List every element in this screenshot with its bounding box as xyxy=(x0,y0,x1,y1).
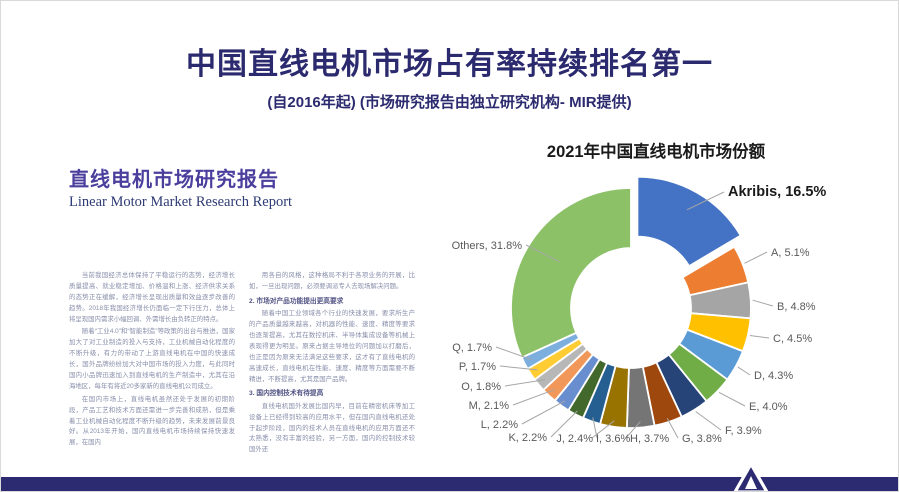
leader-line-O xyxy=(504,379,546,387)
leader-line-F xyxy=(695,411,722,431)
leader-line-J xyxy=(592,417,598,439)
pie-label-A: A, 5.1% xyxy=(771,247,810,259)
report-document-scan: 直线电机市场研究报告 Linear Motor Market Research … xyxy=(59,151,421,471)
pie-label-J: J, 2.4% xyxy=(556,433,593,445)
leader-line-C xyxy=(749,335,770,339)
leader-line-L xyxy=(521,400,566,425)
pie-label-O: O, 1.8% xyxy=(461,381,501,393)
pie-label-D: D, 4.3% xyxy=(754,370,793,382)
pie-label-M: M, 2.1% xyxy=(469,400,510,412)
leader-line-D xyxy=(737,366,751,376)
leader-line-A xyxy=(744,251,768,264)
pie-label-B: B, 4.8% xyxy=(777,301,816,313)
pie-label-H: H, 3.7% xyxy=(630,433,669,445)
pie-label-P: P, 1.7% xyxy=(459,361,496,373)
leader-line-P xyxy=(499,365,538,371)
leader-line-I xyxy=(591,420,615,439)
doc-title-zh: 直线电机市场研究报告 xyxy=(69,169,279,191)
leader-line-B xyxy=(752,299,774,307)
doc-paragraph: 随着中国工业领域各个行业的快速发展，要求所生产的产品质量越来越高，对机器的性能、… xyxy=(249,310,415,383)
chart-title: 2021年中国直线电机市场份额 xyxy=(546,143,766,161)
leader-line-K xyxy=(550,410,578,438)
doc-section-heading: 3. 国内控制技术有待提高 xyxy=(249,390,324,398)
pie-label-I: I, 3.6% xyxy=(596,433,630,445)
doc-left-column: 当前我国经济总体保持了平稳运行的态势，经济增长质量提高、就业稳定增加、价格温和上… xyxy=(69,271,235,467)
akribis-logo-icon xyxy=(733,460,769,491)
leader-line-Akribis xyxy=(686,191,725,211)
donut-chart-svg: Akribis, 16.5% A, 5.1% B, 4.8% C, 4.5% D, 4.… xyxy=(452,175,826,445)
leader-line-Q xyxy=(495,346,532,361)
doc-paragraph: 直线电机国外发展比国内早，目前在精密机床等加工设备上已经得到较高的应用水平，但在… xyxy=(249,402,415,454)
donut-chart: Akribis, 16.5% A, 5.1% B, 4.8% C, 4.5% D, 4.… xyxy=(441,128,898,473)
pie-label-E: E, 4.0% xyxy=(749,401,788,413)
pie-label-Akribis: Akribis, 16.5% xyxy=(728,184,826,200)
pie-label-Others: Others, 31.8% xyxy=(452,240,523,252)
pie-label-K: K, 2.2% xyxy=(508,432,547,444)
pie-slice-Akribis xyxy=(636,175,742,268)
leader-line-E xyxy=(718,391,746,407)
pie-label-Q: Q, 1.7% xyxy=(452,342,492,354)
leader-line-G xyxy=(666,417,679,439)
doc-paragraph: 在国内市场上，直线电机虽然还处于发展的初期阶段，产品工艺和技术方面还需进一步完善… xyxy=(69,395,235,447)
pie-label-L: L, 2.2% xyxy=(481,419,519,431)
leader-line-H xyxy=(625,421,641,439)
pie-label-G: G, 3.8% xyxy=(682,433,722,445)
pie-label-C: C, 4.5% xyxy=(773,333,812,345)
doc-section-heading: 2. 市场对产品功能提出更高要求 xyxy=(249,297,344,305)
page-subtitle: (自2016年起) (市场研究报告由独立研究机构- MIR提供) xyxy=(267,94,632,111)
footer-bar xyxy=(1,477,898,491)
doc-columns: 当前我国经济总体保持了平稳运行的态势，经济增长质量提高、就业稳定增加、价格温和上… xyxy=(69,271,415,467)
leader-line-Others xyxy=(525,244,560,263)
doc-paragraph: 随着“工业4.0”和“智能制造”等政策的出台与推进，国家加大了对工业制造的投入与… xyxy=(69,328,235,390)
pie-label-F: F, 3.9% xyxy=(725,425,762,437)
pie-slice-Others xyxy=(510,187,632,359)
leader-line-M xyxy=(512,389,555,406)
doc-paragraph: 当前我国经济总体保持了平稳运行的态势，经济增长质量提高、就业稳定增加、价格温和上… xyxy=(69,272,235,323)
doc-paragraph: 用各自的风格，这种格局不利于各项业务的开展，比如，一旦出现问题，必须要调派专人去… xyxy=(249,272,415,290)
doc-right-column: 用各自的风格，这种格局不利于各项业务的开展，比如，一旦出现问题，必须要调派专人去… xyxy=(249,271,415,467)
page-title: 中国直线电机市场占有率持续排名第一 xyxy=(186,48,713,81)
doc-title-en: Linear Motor Market Research Report xyxy=(69,194,293,210)
